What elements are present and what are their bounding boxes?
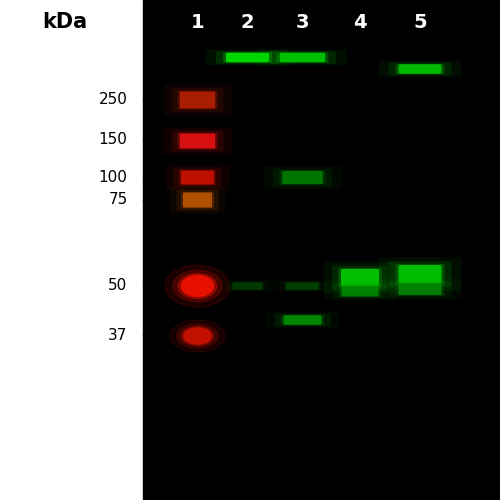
FancyBboxPatch shape <box>230 282 265 290</box>
FancyBboxPatch shape <box>324 262 396 293</box>
FancyBboxPatch shape <box>273 168 332 186</box>
FancyBboxPatch shape <box>396 264 444 284</box>
FancyBboxPatch shape <box>378 278 462 299</box>
FancyBboxPatch shape <box>388 261 452 287</box>
Ellipse shape <box>178 274 217 298</box>
FancyBboxPatch shape <box>278 281 326 291</box>
FancyBboxPatch shape <box>223 52 272 62</box>
Text: 37: 37 <box>108 328 128 342</box>
FancyBboxPatch shape <box>388 62 452 76</box>
FancyBboxPatch shape <box>286 282 319 290</box>
FancyBboxPatch shape <box>276 52 328 62</box>
FancyBboxPatch shape <box>183 192 212 208</box>
Ellipse shape <box>181 326 214 345</box>
FancyBboxPatch shape <box>342 286 378 296</box>
Text: 4: 4 <box>353 13 367 32</box>
Text: 1: 1 <box>190 13 204 32</box>
FancyBboxPatch shape <box>398 283 442 295</box>
FancyBboxPatch shape <box>216 51 279 64</box>
FancyBboxPatch shape <box>324 282 396 300</box>
FancyBboxPatch shape <box>172 130 224 152</box>
FancyBboxPatch shape <box>178 90 218 110</box>
FancyBboxPatch shape <box>275 314 330 326</box>
Ellipse shape <box>173 270 222 302</box>
FancyBboxPatch shape <box>396 64 444 74</box>
FancyBboxPatch shape <box>284 282 321 290</box>
FancyBboxPatch shape <box>281 315 324 325</box>
Bar <box>142 0 500 500</box>
Ellipse shape <box>181 276 214 296</box>
FancyBboxPatch shape <box>232 282 263 290</box>
FancyBboxPatch shape <box>166 165 229 190</box>
FancyBboxPatch shape <box>264 166 342 189</box>
FancyBboxPatch shape <box>180 92 216 108</box>
Text: 2: 2 <box>240 13 254 32</box>
FancyBboxPatch shape <box>226 281 270 291</box>
Ellipse shape <box>165 265 230 307</box>
FancyBboxPatch shape <box>179 170 216 186</box>
FancyBboxPatch shape <box>172 88 224 112</box>
Ellipse shape <box>184 328 211 344</box>
FancyBboxPatch shape <box>164 84 232 116</box>
Text: kDa: kDa <box>42 12 88 32</box>
Text: 250: 250 <box>98 92 128 108</box>
FancyBboxPatch shape <box>398 265 442 283</box>
FancyBboxPatch shape <box>338 268 382 287</box>
FancyBboxPatch shape <box>378 61 462 77</box>
FancyBboxPatch shape <box>282 171 323 184</box>
Text: 100: 100 <box>98 170 128 185</box>
FancyBboxPatch shape <box>396 282 444 296</box>
FancyBboxPatch shape <box>258 50 346 66</box>
FancyBboxPatch shape <box>164 128 232 154</box>
Text: 50: 50 <box>108 278 128 292</box>
FancyBboxPatch shape <box>269 51 336 64</box>
FancyBboxPatch shape <box>181 192 214 208</box>
FancyBboxPatch shape <box>206 50 289 66</box>
Text: 5: 5 <box>413 13 427 32</box>
FancyBboxPatch shape <box>332 266 388 289</box>
FancyBboxPatch shape <box>280 52 325 62</box>
Ellipse shape <box>170 320 225 352</box>
FancyBboxPatch shape <box>174 168 222 187</box>
Text: 75: 75 <box>108 192 128 208</box>
FancyBboxPatch shape <box>180 134 216 148</box>
FancyBboxPatch shape <box>388 281 452 297</box>
Ellipse shape <box>177 324 218 348</box>
FancyBboxPatch shape <box>284 316 322 325</box>
FancyBboxPatch shape <box>341 269 379 286</box>
Text: 150: 150 <box>98 132 128 148</box>
FancyBboxPatch shape <box>378 258 462 290</box>
FancyBboxPatch shape <box>339 285 381 297</box>
FancyBboxPatch shape <box>176 190 218 210</box>
FancyBboxPatch shape <box>170 186 225 214</box>
Bar <box>0 0 142 500</box>
FancyBboxPatch shape <box>181 170 214 184</box>
FancyBboxPatch shape <box>280 170 326 184</box>
FancyBboxPatch shape <box>266 312 339 328</box>
FancyBboxPatch shape <box>178 132 218 150</box>
FancyBboxPatch shape <box>226 52 269 62</box>
FancyBboxPatch shape <box>333 284 387 298</box>
FancyBboxPatch shape <box>398 64 442 74</box>
Text: 3: 3 <box>296 13 309 32</box>
